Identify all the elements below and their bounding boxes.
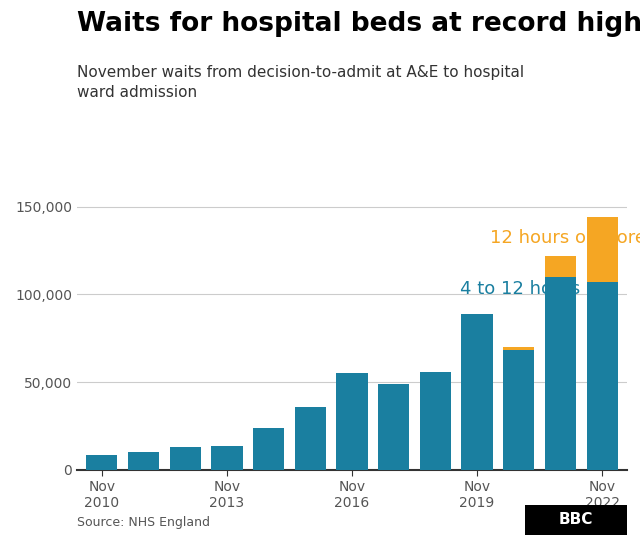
- Text: BBC: BBC: [559, 512, 593, 527]
- Bar: [503, 347, 534, 350]
- Bar: [461, 314, 493, 470]
- Bar: [128, 453, 159, 470]
- Bar: [378, 384, 410, 470]
- Text: 4 to 12 hours: 4 to 12 hours: [460, 280, 580, 298]
- Bar: [253, 428, 284, 470]
- Text: November waits from decision-to-admit at A&E to hospital
ward admission: November waits from decision-to-admit at…: [77, 65, 524, 99]
- Bar: [294, 407, 326, 470]
- Bar: [586, 282, 618, 470]
- Text: 12 hours or more: 12 hours or more: [490, 229, 640, 247]
- Text: Source: NHS England: Source: NHS England: [77, 516, 210, 529]
- Bar: [545, 276, 576, 470]
- Bar: [420, 372, 451, 470]
- Text: Waits for hospital beds at record high: Waits for hospital beds at record high: [77, 11, 640, 37]
- Bar: [586, 217, 618, 282]
- Bar: [503, 350, 534, 470]
- Bar: [86, 455, 118, 470]
- Bar: [211, 446, 243, 470]
- Bar: [337, 373, 367, 470]
- Bar: [545, 255, 576, 276]
- Bar: [170, 447, 201, 470]
